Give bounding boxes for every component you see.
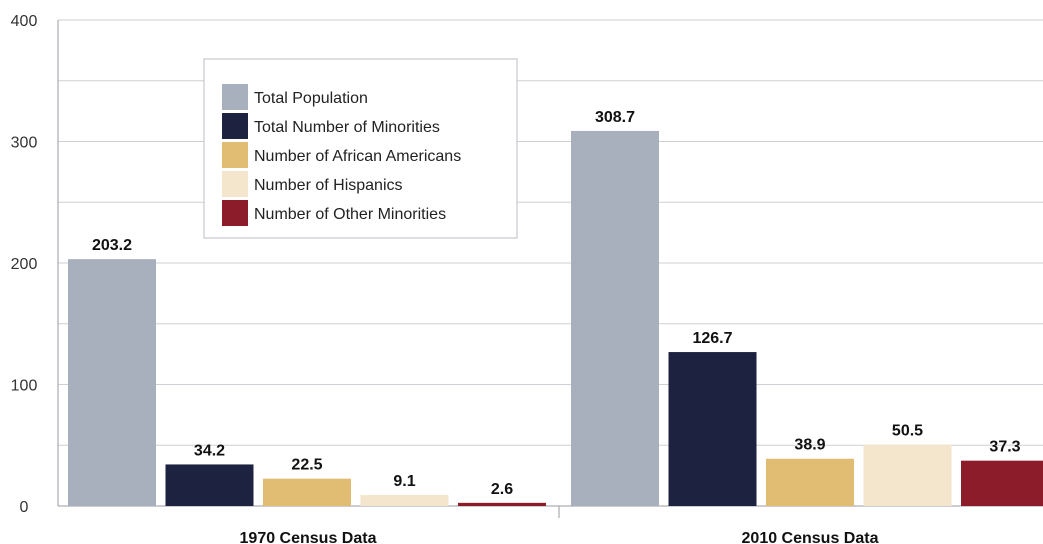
legend-swatch (222, 113, 248, 139)
legend-box (203, 58, 518, 239)
legend-swatch (222, 142, 248, 168)
data-label: 308.7 (595, 109, 635, 126)
y-tick-label: 300 (11, 135, 38, 152)
bar (961, 460, 1043, 506)
y-tick-label: 400 (11, 13, 38, 30)
bars (68, 130, 1043, 506)
bar (571, 130, 659, 506)
data-label: 22.5 (291, 457, 322, 474)
legend-label: Number of African Americans (254, 148, 461, 165)
y-tick-label: 100 (11, 378, 38, 395)
bar (263, 478, 351, 506)
y-tick-label: 200 (11, 256, 38, 273)
data-label: 34.2 (194, 442, 225, 459)
data-label: 50.5 (892, 423, 923, 440)
bar (766, 458, 854, 506)
data-label: 203.2 (92, 237, 132, 254)
legend-label: Total Population (254, 90, 368, 107)
data-label: 2.6 (491, 481, 513, 498)
legend-swatch (222, 200, 248, 226)
data-label: 37.3 (989, 439, 1020, 456)
labels: 203.2 34.2 22.5 9.1 2.6 1970 Census Data 308.7… (92, 109, 1021, 544)
legend-swatch (222, 171, 248, 197)
x-category-label: 2010 Census Data (742, 530, 879, 544)
bar (68, 259, 156, 506)
y-tick-label: 0 (20, 499, 29, 516)
bar (458, 502, 546, 506)
legend: Total Population Total Number of Minoriti… (203, 58, 518, 239)
data-label: 9.1 (393, 473, 415, 490)
legend-swatch (222, 84, 248, 110)
bar (360, 494, 449, 506)
bar (863, 444, 952, 506)
axes: 0 100 200 300 400 (11, 13, 1043, 518)
bar (668, 352, 757, 506)
data-label: 38.9 (794, 437, 825, 454)
legend-label: Number of Hispanics (254, 177, 403, 194)
data-label: 126.7 (692, 330, 732, 347)
legend-label: Total Number of Minorities (254, 119, 440, 136)
x-category-label: 1970 Census Data (240, 530, 377, 544)
bar (165, 464, 254, 506)
legend-label: Number of Other Minorities (254, 206, 446, 223)
